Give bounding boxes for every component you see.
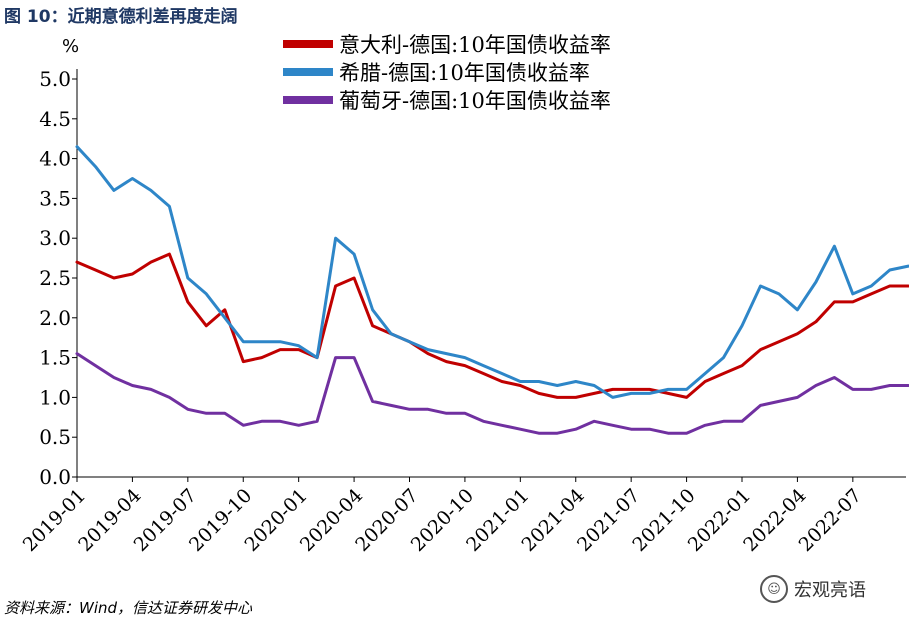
legend-label-3: 葡萄牙-德国:10年国债收益率 <box>339 89 611 113</box>
legend-label-1: 意大利-德国:10年国债收益率 <box>339 33 611 57</box>
series-layer <box>75 145 909 435</box>
y-tick-label: 2.5 <box>39 266 71 290</box>
y-tick-label: 0.0 <box>39 465 71 489</box>
y-tick-label: 4.0 <box>39 147 71 171</box>
y-tick-label: 2.0 <box>39 306 71 330</box>
y-tick-label: 0.5 <box>39 425 71 449</box>
y-tick-label: 1.5 <box>39 346 71 370</box>
y-axis-label: % <box>62 36 79 57</box>
watermark-label: 宏观亮语 <box>794 580 866 601</box>
chart-axes: 0.00.51.01.52.02.53.03.54.04.55.0%2019-0… <box>19 36 906 556</box>
chart-legend: 意大利-德国:10年国债收益率希腊-德国:10年国债收益率葡萄牙-德国:10年国… <box>283 33 611 113</box>
series-line-3 <box>75 352 909 435</box>
y-tick-label: 3.5 <box>39 186 71 210</box>
series-line-1 <box>75 252 909 399</box>
figure-title: 图 10：近期意德利差再度走阔 <box>4 7 238 27</box>
y-tick-label: 1.0 <box>39 385 71 409</box>
wechat-icon: ☺ <box>760 575 788 603</box>
series-line-2 <box>75 145 909 399</box>
y-tick-label: 4.5 <box>39 107 71 131</box>
y-tick-label: 5.0 <box>39 67 71 91</box>
source-note: 资料来源：Wind，信达证券研发中心 <box>4 599 253 617</box>
legend-label-2: 希腊-德国:10年国债收益率 <box>339 61 590 85</box>
y-tick-label: 3.0 <box>39 226 71 250</box>
watermark: ☺ 宏观亮语 <box>760 575 866 603</box>
